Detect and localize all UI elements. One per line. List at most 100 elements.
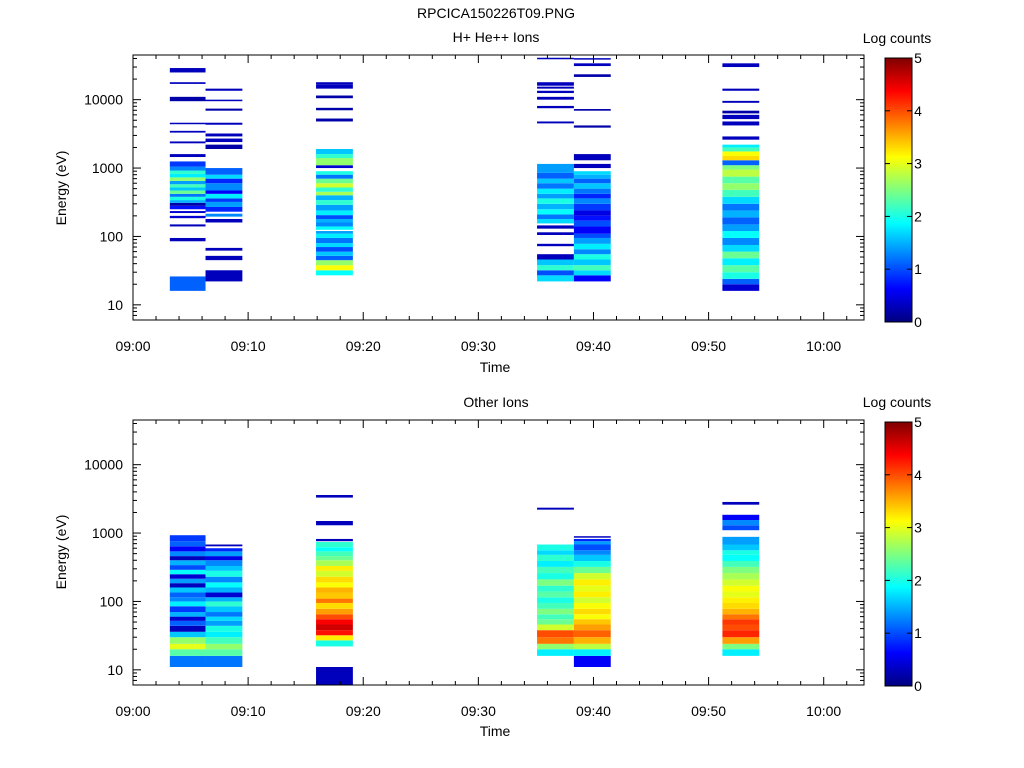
spectrogram-cell [722, 244, 760, 252]
spectrogram-cell [316, 222, 353, 227]
spectrogram-cell [537, 265, 574, 271]
spectrogram-cell [722, 165, 760, 170]
spectrogram-cell [722, 169, 760, 177]
spectrogram-cell [205, 551, 243, 557]
spectrogram-cell [205, 133, 243, 137]
panel-title: H+ He++ Ions [453, 29, 540, 45]
spectrogram-cell [169, 237, 206, 242]
spectrogram-cell [722, 189, 760, 197]
spectrogram-cell [316, 551, 353, 557]
spectrogram-cell [573, 275, 611, 282]
spectrogram-cell [316, 154, 353, 159]
spectrogram-cell [316, 630, 353, 636]
spectrogram-cell [316, 570, 353, 577]
spectrogram-cell [169, 565, 206, 570]
spectrogram-cell [722, 585, 760, 592]
y-tick-label: 10 [107, 662, 123, 678]
spectrogram-cell [205, 582, 243, 588]
spectrogram-cell [573, 178, 611, 184]
x-tick-label: 09:00 [115, 338, 150, 354]
spectrogram-cell [205, 616, 243, 621]
y-axis-label: Energy (eV) [53, 151, 69, 226]
spectrogram-cell [205, 190, 243, 194]
spectrogram-cell [537, 254, 574, 260]
spectrogram-cell [722, 525, 760, 531]
spectrogram-cell [722, 121, 760, 126]
spectrogram-cell [205, 255, 243, 261]
x-tick-label: 10:00 [806, 338, 841, 354]
x-axis-ticks: 09:00 09:10 09:20 09:30 09:40 09:50 10:00 [115, 55, 848, 354]
spectrogram-cell [573, 154, 611, 161]
colorbar-tick-label: 3 [914, 156, 922, 172]
spectrogram-cell [169, 601, 206, 607]
spectrogram-cell [537, 561, 574, 567]
spectrogram-cell [169, 631, 206, 638]
spectrogram-cell [573, 210, 611, 216]
spectrogram-cell [169, 180, 206, 185]
spectrogram-cell [205, 201, 243, 207]
x-tick-label: 09:20 [346, 703, 381, 719]
spectrogram-cell [169, 535, 206, 542]
spectrogram-cell [169, 546, 206, 552]
spectrogram-cell [169, 202, 206, 206]
spectrogram-cell [537, 608, 574, 615]
spectrogram-cell [316, 576, 353, 583]
spectrogram-cell [537, 172, 574, 179]
spectrogram-cell [169, 620, 206, 626]
spectrogram-cell [722, 602, 760, 609]
spectrogram-cell [722, 272, 760, 279]
spectrogram-cell [573, 541, 611, 545]
colorbar-tick-label: 3 [914, 520, 922, 536]
spectrogram-cell [316, 667, 353, 685]
y-tick-label: 100 [100, 593, 124, 609]
spectrogram-cell [205, 620, 243, 626]
spectrogram-cell [573, 243, 611, 250]
spectrogram-cell [316, 542, 353, 548]
colorbar-ticks: 0 1 2 3 4 5 [885, 414, 922, 694]
spectrogram-cell [537, 270, 574, 276]
spectrogram-cell [722, 550, 760, 555]
spectrogram-cell [169, 187, 206, 191]
spectrogram-cell [205, 218, 243, 223]
spectrogram-cell [573, 265, 611, 271]
spectrogram-cell [316, 226, 353, 230]
spectrogram-cell [537, 232, 574, 235]
spectrogram-cell [169, 551, 206, 557]
spectrogram-cell [316, 237, 353, 244]
spectrogram-cell [205, 631, 243, 638]
spectrogram-cell [169, 583, 206, 588]
colorbar-tick-label: 0 [914, 678, 922, 694]
colorbar-tick-label: 2 [914, 572, 922, 588]
spectrogram-cell [573, 608, 611, 615]
spectrogram-cell [316, 640, 353, 647]
spectrogram-cell [573, 249, 611, 255]
spectrogram-cell [573, 649, 611, 656]
spectrogram-cell [316, 565, 353, 571]
spectrogram-cell [722, 566, 760, 574]
spectrogram-cell [169, 161, 206, 167]
spectrogram-cell [722, 624, 760, 631]
spectrogram-cell [573, 163, 611, 169]
spectrogram-cell [205, 168, 243, 175]
spectrogram-cell [537, 163, 574, 173]
spectrogram-cell [573, 637, 611, 644]
spectrogram-cell [722, 224, 760, 232]
spectrogram-cell [537, 554, 574, 562]
spectrogram-cell [205, 587, 243, 593]
spectrogram-cell [537, 614, 574, 620]
colorbar-tick-label: 4 [914, 103, 922, 119]
spectrogram-cell [722, 196, 760, 204]
spectrogram-cell [169, 154, 206, 158]
spectrogram-cell [205, 206, 243, 212]
spectrogram-cell [722, 110, 760, 114]
spectrogram-cell [169, 96, 206, 102]
spectrogram-cell [537, 550, 574, 555]
spectrogram-cell [169, 592, 206, 598]
spectrogram-cell [205, 576, 243, 583]
spectrogram-cell [169, 130, 206, 133]
spectrogram-cell [316, 200, 353, 205]
spectrogram-cell [722, 643, 760, 650]
spectrogram-cell [205, 183, 243, 191]
spectrogram-cell [537, 619, 574, 625]
spectrogram-cell [722, 147, 760, 152]
